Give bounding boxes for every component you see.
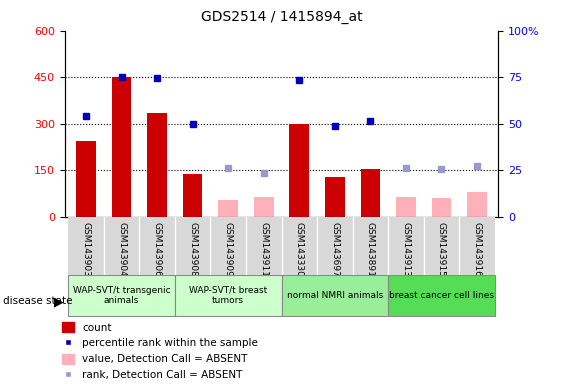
Bar	[183, 174, 203, 217]
Bar	[68, 275, 175, 316]
Text: GSM143906: GSM143906	[153, 222, 162, 276]
Text: GSM143330: GSM143330	[295, 222, 304, 276]
Bar	[246, 217, 282, 275]
Bar	[282, 217, 317, 275]
Text: GDS2514 / 1415894_at: GDS2514 / 1415894_at	[200, 10, 363, 23]
Bar	[459, 217, 495, 275]
Text: GSM143904: GSM143904	[117, 222, 126, 276]
Text: normal NMRI animals: normal NMRI animals	[287, 291, 383, 300]
Bar	[396, 197, 415, 217]
Bar	[423, 217, 459, 275]
Text: GSM143916: GSM143916	[472, 222, 481, 276]
Bar	[388, 275, 495, 316]
Legend: count, percentile rank within the sample, value, Detection Call = ABSENT, rank, : count, percentile rank within the sample…	[61, 322, 258, 380]
Text: GSM143891: GSM143891	[366, 222, 375, 276]
Bar	[175, 217, 211, 275]
Bar	[77, 141, 96, 217]
Bar	[360, 169, 380, 217]
Text: GSM143697: GSM143697	[330, 222, 339, 276]
Bar	[388, 217, 423, 275]
Text: WAP-SVT/t breast
tumors: WAP-SVT/t breast tumors	[189, 286, 267, 305]
Text: WAP-SVT/t transgenic
animals: WAP-SVT/t transgenic animals	[73, 286, 171, 305]
Text: GSM143903: GSM143903	[82, 222, 91, 276]
Bar	[104, 217, 140, 275]
Text: disease state: disease state	[3, 296, 72, 306]
Text: breast cancer cell lines: breast cancer cell lines	[389, 291, 494, 300]
Text: GSM143911: GSM143911	[259, 222, 268, 276]
Text: GSM143909: GSM143909	[224, 222, 233, 276]
Bar	[289, 124, 309, 217]
Bar	[148, 113, 167, 217]
Bar	[325, 177, 345, 217]
Bar	[467, 192, 486, 217]
Bar	[211, 217, 246, 275]
Bar	[112, 77, 131, 217]
Bar	[68, 217, 104, 275]
Text: GSM143913: GSM143913	[401, 222, 410, 276]
Bar	[175, 275, 282, 316]
Text: GSM143915: GSM143915	[437, 222, 446, 276]
Bar	[352, 217, 388, 275]
Bar	[254, 197, 274, 217]
Bar	[218, 200, 238, 217]
Text: ▶: ▶	[53, 295, 63, 308]
Bar	[140, 217, 175, 275]
Bar	[432, 199, 451, 217]
Text: GSM143908: GSM143908	[188, 222, 197, 276]
Bar	[282, 275, 388, 316]
Bar	[317, 217, 352, 275]
